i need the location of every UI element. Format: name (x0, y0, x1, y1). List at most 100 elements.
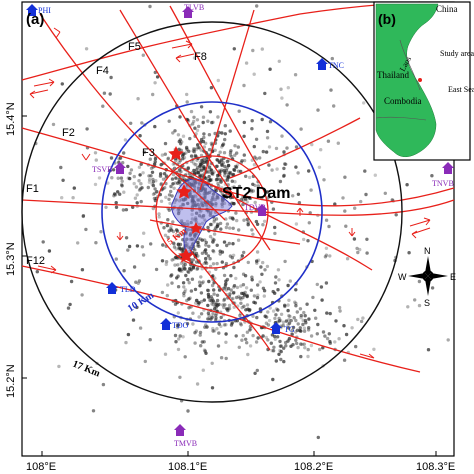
earthquake-dot (126, 332, 131, 337)
earthquake-dot (254, 219, 259, 224)
station-tdvb-icon[interactable] (256, 204, 268, 216)
earthquake-dot (343, 175, 347, 179)
earthquake-dot (307, 169, 311, 173)
fault-arrow (348, 228, 356, 237)
earthquake-dot (183, 267, 187, 271)
earthquake-dot (231, 242, 235, 246)
earthquake-dot (233, 153, 237, 157)
earthquake-dot (321, 346, 325, 350)
station-phi-icon[interactable] (26, 4, 38, 16)
earthquake-dot (176, 263, 180, 267)
earthquake-dot (238, 313, 242, 318)
earthquake-dot (253, 371, 257, 375)
earthquake-dot (406, 305, 410, 309)
earthquake-dot (84, 47, 89, 51)
earthquake-dot (211, 329, 215, 333)
earthquake-dot (267, 145, 272, 149)
earthquake-dot (242, 153, 246, 157)
earthquake-dot (307, 317, 311, 321)
earthquake-dot (254, 137, 259, 141)
earthquake-dot (202, 249, 207, 253)
earthquake-dot (197, 280, 202, 284)
earthquake-dot (291, 194, 295, 198)
earthquake-dot (232, 305, 236, 309)
earthquake-dot (314, 316, 318, 320)
earthquake-dot (113, 193, 118, 197)
earthquake-dot (302, 326, 307, 330)
earthquake-dot (176, 133, 181, 137)
y-tick-label: 15.4°N (5, 102, 17, 136)
earthquake-dot (373, 173, 377, 177)
earthquake-dot (228, 151, 233, 155)
earthquake-dot (245, 200, 249, 204)
ring-10km (101, 101, 323, 323)
earthquake-dot (217, 302, 221, 307)
earthquake-dot (202, 156, 206, 160)
earthquake-dot (164, 181, 168, 186)
earthquake-dot (280, 96, 284, 100)
earthquake-dot (187, 306, 191, 310)
station-tmvb-icon[interactable] (174, 424, 186, 436)
earthquake-dot (212, 220, 216, 224)
earthquake-dot (177, 337, 181, 341)
earthquake-dot (256, 258, 261, 262)
earthquake-dot (114, 205, 119, 209)
earthquake-dot (217, 331, 221, 335)
earthquake-dot (166, 156, 170, 160)
earthquake-dot (157, 212, 161, 216)
earthquake-dot (177, 267, 182, 272)
earthquake-dot (204, 243, 208, 247)
earthquake-dot (324, 281, 329, 285)
earthquake-dot (256, 336, 260, 340)
station-tld-icon[interactable] (106, 282, 118, 294)
earthquake-dot (325, 336, 330, 341)
earthquake-dot (260, 117, 264, 122)
station-tnvb-icon[interactable] (442, 162, 454, 174)
panel-b-label: (b) (378, 11, 396, 27)
station-tdo-icon[interactable] (160, 318, 172, 330)
earthquake-dot (191, 258, 195, 262)
station-tsvb-icon[interactable] (114, 162, 126, 174)
earthquake-dot (220, 192, 224, 196)
earthquake-dot (101, 104, 105, 108)
earthquake-dot (191, 266, 196, 270)
earthquake-dot (153, 70, 157, 75)
station-tlvb-icon[interactable] (182, 6, 194, 18)
earthquake-dot (112, 192, 117, 196)
fault-label-f12: F12 (26, 255, 45, 267)
earthquake-dot (296, 192, 301, 196)
earthquake-dot (299, 342, 303, 346)
earthquake-dot (147, 178, 152, 182)
station-tg-icon[interactable] (270, 322, 282, 334)
earthquake-dot (270, 333, 275, 337)
earthquake-dot (234, 276, 238, 281)
earthquake-dot (132, 181, 136, 186)
earthquake-dot (327, 224, 331, 229)
earthquake-dot (247, 175, 252, 180)
earthquake-dot (233, 180, 237, 184)
fault-line (189, 249, 271, 351)
earthquake-dot (59, 165, 63, 170)
earthquake-dot (94, 241, 98, 245)
earthquake-dot (99, 230, 103, 234)
earthquake-dot (417, 279, 422, 284)
earthquake-dot (153, 81, 157, 85)
earthquake-dot (222, 273, 227, 278)
earthquake-dot (60, 82, 64, 86)
earthquake-dot (246, 220, 250, 224)
compass-needle-north (425, 256, 431, 276)
earthquake-dot (183, 262, 187, 267)
earthquake-dot (197, 146, 201, 150)
earthquake-dot (328, 341, 332, 345)
earthquake-dot (101, 382, 106, 387)
earthquake-dot (193, 341, 197, 345)
station-tnc-icon[interactable] (316, 58, 328, 70)
earthquake-dot (248, 328, 252, 332)
earthquake-dot (172, 242, 176, 246)
earthquake-dot (235, 285, 240, 290)
fault-label-f4: F4 (96, 65, 109, 77)
earthquake-dot (41, 240, 45, 244)
earthquake-dot (216, 344, 221, 348)
earthquake-dot (287, 298, 291, 302)
earthquake-dot (179, 261, 184, 265)
